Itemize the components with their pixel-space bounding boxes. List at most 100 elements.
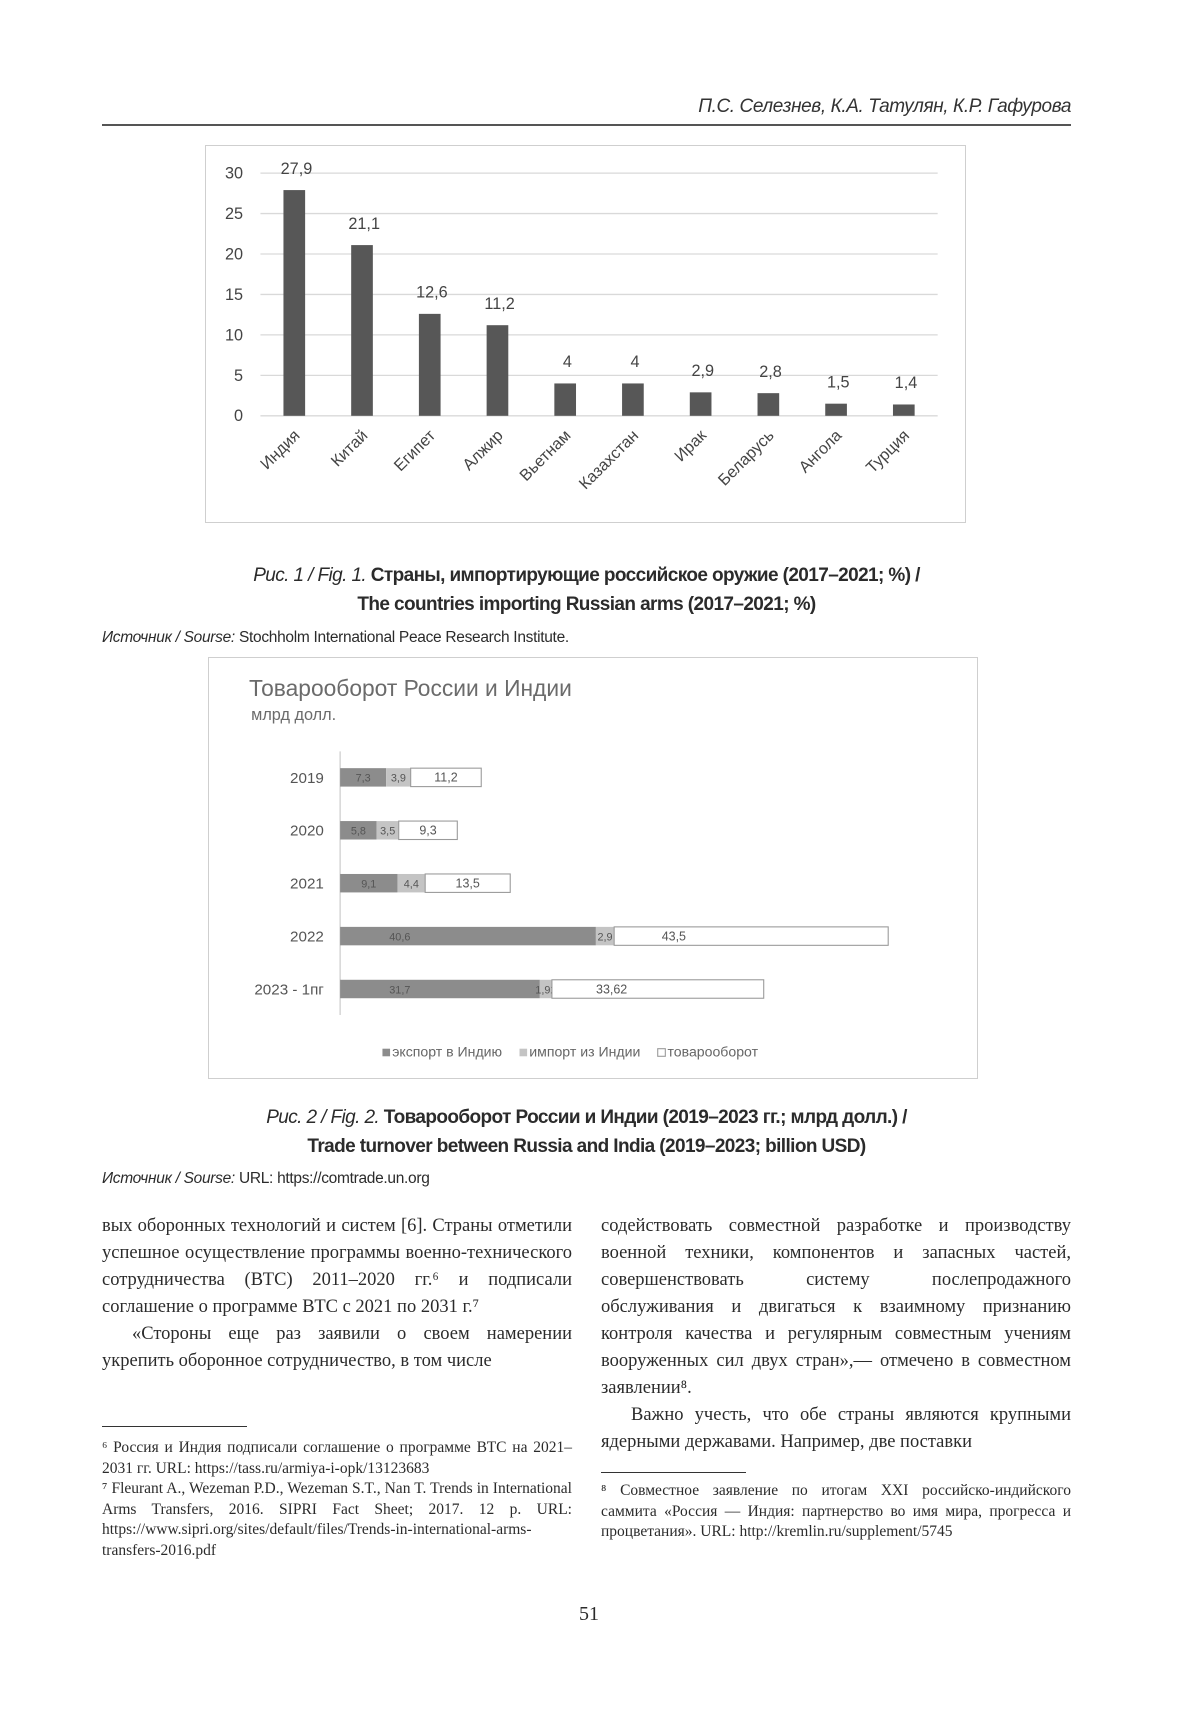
stacked-bar-chart: Товарооборот России и Индии млрд долл. 201… bbox=[208, 657, 978, 1079]
y-tick-label: 2021 bbox=[290, 876, 324, 893]
page-number: 51 bbox=[579, 1603, 599, 1625]
y-tick-label: 15 bbox=[225, 286, 243, 304]
legend-label: товарооборот bbox=[667, 1043, 758, 1059]
bar-segment bbox=[410, 767, 482, 788]
figure-source: Источник / Sourse: Stochholm Internation… bbox=[102, 629, 569, 647]
bar bbox=[418, 313, 441, 416]
figure-title: The countries importing Russian arms (20… bbox=[357, 594, 816, 615]
figure-label: Рис. 2 / Fig. 2. bbox=[266, 1107, 380, 1128]
footnote-rule bbox=[601, 1472, 746, 1473]
bar bbox=[283, 190, 306, 416]
y-tick-label: 5 bbox=[234, 367, 243, 385]
paragraph: «Стороны еще раз заявили о своем намерен… bbox=[102, 1324, 572, 1371]
figure-caption: Рис. 1 / Fig. 1. Страны, импортирующие р… bbox=[102, 561, 1071, 619]
bar bbox=[351, 245, 373, 416]
chart-subtitle: млрд долл. bbox=[251, 706, 336, 724]
data-label: 9,1 bbox=[361, 879, 376, 891]
left-column: вых оборонных технологий и систем [6]. С… bbox=[102, 1213, 572, 1375]
data-label: 2,8 bbox=[759, 363, 782, 381]
data-label: 9,3 bbox=[419, 824, 436, 838]
x-tick-label: Китай bbox=[328, 426, 372, 470]
bar-segment bbox=[595, 926, 615, 946]
bar-segment bbox=[386, 768, 411, 787]
footnote-rule bbox=[102, 1426, 247, 1427]
paragraph: вых оборонных технологий и систем [6]. С… bbox=[102, 1216, 572, 1317]
data-label: 4,4 bbox=[404, 879, 419, 891]
bar bbox=[689, 392, 712, 416]
bar-segment bbox=[340, 926, 596, 946]
data-label: 33,62 bbox=[596, 982, 627, 996]
bar-segment bbox=[340, 768, 387, 787]
data-label: 27,9 bbox=[281, 160, 313, 178]
bar-segment bbox=[398, 820, 458, 841]
bar-segment bbox=[539, 979, 552, 999]
figure-source: Источник / Sourse: URL: https://comtrade… bbox=[102, 1170, 430, 1188]
data-label: 11,2 bbox=[434, 771, 457, 785]
bar-segment bbox=[340, 821, 377, 840]
bar-segment bbox=[424, 873, 511, 893]
data-label: 7,3 bbox=[356, 773, 371, 785]
data-label: 3,5 bbox=[380, 826, 395, 838]
legend-swatch bbox=[382, 1048, 391, 1057]
figure-title: Страны, импортирующие российское оружие … bbox=[370, 565, 921, 586]
footnote: ⁷ Fleurant A., Wezeman P.D., Wezeman S.T… bbox=[102, 1480, 572, 1559]
x-tick-label: Беларусь bbox=[715, 426, 778, 489]
x-tick-label: Египет bbox=[391, 426, 440, 475]
bar-segment bbox=[551, 979, 765, 999]
data-label: 40,6 bbox=[389, 931, 410, 943]
footnotes: ⁸ Совместное заявление по итогам XXI рос… bbox=[601, 1481, 1071, 1543]
source-label: Источник / Sourse: bbox=[102, 1170, 235, 1187]
bar-segment bbox=[376, 821, 399, 840]
bar-segment bbox=[340, 873, 398, 893]
source-label: Источник / Sourse: bbox=[102, 629, 235, 646]
y-tick-label: 10 bbox=[225, 326, 243, 344]
source-text: Stochholm International Peace Research I… bbox=[238, 629, 569, 646]
x-tick-label: Алжир bbox=[459, 426, 507, 474]
bar-segment bbox=[397, 873, 426, 893]
chart-title: Товарооборот России и Индии bbox=[249, 675, 572, 701]
data-label: 4 bbox=[631, 353, 640, 371]
y-tick-label: 2020 bbox=[290, 823, 324, 840]
data-label: 5,8 bbox=[351, 826, 366, 838]
data-label: 3,9 bbox=[391, 773, 406, 785]
data-label: 12,6 bbox=[416, 284, 448, 302]
running-header: П.С. Селезнев, К.А. Татулян, К.Р. Гафуро… bbox=[698, 96, 1071, 117]
footnote: ⁸ Совместное заявление по итогам XXI рос… bbox=[601, 1482, 1071, 1540]
data-label: 2,9 bbox=[597, 931, 612, 943]
y-tick-label: 20 bbox=[225, 245, 243, 263]
y-tick-label: 25 bbox=[225, 205, 243, 223]
figure-caption: Рис. 2 / Fig. 2. Товарооборот России и И… bbox=[102, 1103, 1071, 1161]
source-text: URL: https://comtrade.un.org bbox=[238, 1170, 430, 1187]
bar bbox=[825, 403, 847, 416]
y-tick-label: 0 bbox=[234, 407, 243, 425]
bar bbox=[486, 325, 509, 416]
y-tick-label: 2022 bbox=[290, 929, 324, 946]
data-label: 1,4 bbox=[895, 374, 918, 392]
legend-swatch bbox=[519, 1048, 528, 1057]
y-tick-label: 2023 - 1пг bbox=[254, 981, 324, 998]
y-tick-label: 30 bbox=[225, 165, 243, 183]
footnotes: ⁶ Россия и Индия подписали соглашение о … bbox=[102, 1438, 572, 1561]
header-rule bbox=[102, 124, 1071, 126]
data-label: 31,7 bbox=[389, 984, 410, 996]
bar bbox=[892, 404, 915, 416]
bar bbox=[622, 383, 644, 416]
legend-label: экспорт в Индию bbox=[392, 1043, 502, 1059]
data-label: 13,5 bbox=[456, 877, 480, 891]
data-label: 4 bbox=[563, 353, 572, 371]
x-tick-label: Ангола bbox=[795, 426, 846, 477]
bar-chart: 0 5 10 15 20 25 30 27,9 Индия 21,1 Китай 12,6 Египет… bbox=[205, 145, 966, 523]
x-tick-label: Турция bbox=[863, 426, 913, 476]
data-label: 21,1 bbox=[348, 215, 380, 233]
data-label: 1,5 bbox=[827, 373, 850, 391]
paragraph: Важно учесть, что обе страны являются кр… bbox=[601, 1405, 1071, 1452]
bar bbox=[554, 383, 577, 416]
bar-segment bbox=[340, 979, 540, 999]
bar-segment bbox=[613, 926, 889, 946]
y-tick-label: 2019 bbox=[290, 770, 324, 787]
footnote: ⁶ Россия и Индия подписали соглашение о … bbox=[102, 1439, 572, 1477]
figure-title: Trade turnover between Russia and India … bbox=[307, 1136, 866, 1157]
right-column: содействовать совместной разработке и пр… bbox=[601, 1213, 1071, 1456]
paragraph: содействовать совместной разработке и пр… bbox=[601, 1216, 1071, 1398]
